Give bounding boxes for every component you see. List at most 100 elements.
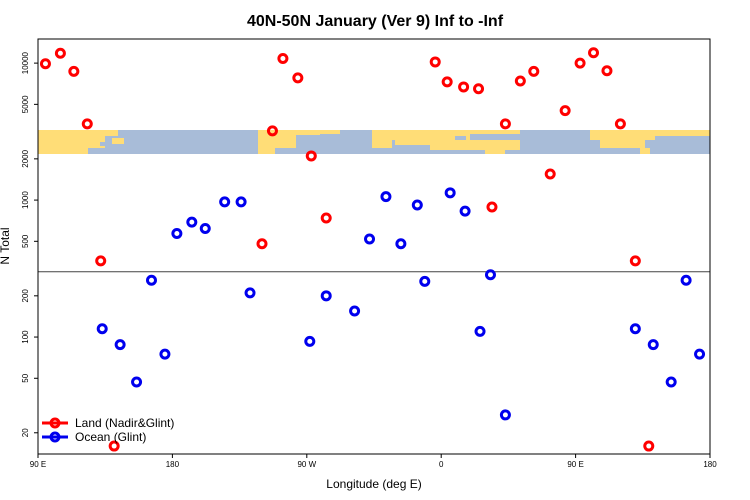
ocean-point — [96, 323, 108, 335]
ocean-point — [159, 348, 171, 360]
legend-label-land: Land (Nadir&Glint) — [75, 416, 174, 430]
map-inland-water — [455, 136, 466, 140]
land-point — [292, 72, 304, 84]
land-point — [614, 118, 626, 130]
ocean-point — [304, 335, 316, 347]
map-landmass — [372, 130, 520, 134]
x-tick-label: 90 E — [30, 460, 46, 469]
map-inland-water — [318, 140, 326, 144]
ocean-point — [235, 196, 247, 208]
land-point — [68, 65, 80, 77]
ocean-point — [364, 233, 376, 245]
ocean-point — [199, 223, 211, 235]
y-tick-label: 20 — [21, 428, 30, 437]
ocean-point — [444, 187, 456, 199]
y-axis: 20 50 100 200 500 1000 2000 5000 10000 — [21, 51, 38, 437]
land-point — [39, 58, 51, 70]
ocean-point — [474, 325, 486, 337]
x-tick-label: 180 — [703, 460, 717, 469]
map-landmass — [392, 134, 470, 140]
land-point — [256, 238, 268, 250]
map-landmass — [38, 136, 105, 148]
land-point — [499, 118, 511, 130]
land-point — [441, 76, 453, 88]
chart-title: 40N-50N January (Ver 9) Inf to -Inf — [247, 13, 504, 30]
land-point — [643, 440, 655, 452]
ocean-point — [411, 199, 423, 211]
y-tick-label: 500 — [21, 234, 30, 248]
x-tick-label: 0 — [439, 460, 444, 469]
ocean-point — [114, 339, 126, 351]
map-landmass — [485, 150, 505, 154]
land-point — [108, 440, 120, 452]
x-tick-label: 180 — [166, 460, 180, 469]
land-point — [574, 57, 586, 69]
ocean-point — [171, 228, 183, 240]
y-tick-label: 1000 — [21, 191, 30, 209]
land-point — [588, 47, 600, 59]
map-landmass — [38, 130, 118, 136]
land-point — [458, 81, 470, 93]
world-map-strip — [38, 130, 710, 154]
ocean-point — [186, 216, 198, 228]
land-point — [559, 105, 571, 117]
data-points — [39, 47, 706, 452]
land-point — [320, 212, 332, 224]
map-landmass — [640, 148, 650, 154]
ocean-point — [320, 290, 332, 302]
y-tick-label: 10000 — [21, 51, 30, 74]
map-landmass — [258, 130, 320, 135]
y-tick-label: 50 — [21, 373, 30, 382]
map-landmass — [38, 148, 88, 154]
ocean-point — [629, 323, 641, 335]
ocean-point — [499, 409, 511, 421]
legend: Land (Nadir&Glint) Ocean (Glint) — [42, 416, 174, 444]
land-point — [277, 53, 289, 65]
ocean-point — [380, 191, 392, 203]
land-point — [54, 47, 66, 59]
legend-label-ocean: Ocean (Glint) — [75, 430, 146, 444]
land-point — [305, 150, 317, 162]
ocean-point — [694, 348, 706, 360]
land-point — [95, 255, 107, 267]
ocean-point — [484, 269, 496, 281]
ocean-point — [349, 305, 361, 317]
ocean-point — [459, 205, 471, 217]
x-axis-label: Longitude (deg E) — [326, 477, 421, 491]
y-tick-label: 100 — [21, 330, 30, 344]
ocean-point — [395, 238, 407, 250]
land-point — [473, 83, 485, 95]
ocean-point — [145, 274, 157, 286]
map-landmass — [600, 140, 645, 148]
map-landmass — [430, 145, 520, 150]
plot-frame — [37, 38, 711, 455]
y-tick-label: 5000 — [21, 95, 30, 113]
land-point — [629, 255, 641, 267]
map-landmass — [258, 148, 275, 154]
land-point — [514, 75, 526, 87]
map-landmass — [320, 130, 340, 134]
x-tick-label: 90 W — [297, 460, 316, 469]
ocean-point — [219, 196, 231, 208]
ocean-point — [680, 274, 692, 286]
y-tick-label: 2000 — [21, 149, 30, 167]
map-landmass — [258, 135, 296, 148]
map-landmass — [650, 130, 710, 136]
y-axis-label: N Total — [0, 227, 12, 264]
ocean-point — [244, 287, 256, 299]
ocean-point — [647, 339, 659, 351]
x-axis: 90 E 180 90 W 0 90 E 180 — [30, 454, 717, 469]
map-landmass — [112, 138, 124, 144]
legend-marker-ocean — [49, 431, 61, 443]
map-landmass — [590, 130, 655, 140]
land-point — [544, 168, 556, 180]
land-point — [266, 125, 278, 137]
ocean-point — [665, 376, 677, 388]
land-point — [81, 118, 93, 130]
map-landmass — [395, 140, 520, 145]
map-landmass — [372, 134, 392, 148]
ocean-point — [131, 376, 143, 388]
legend-marker-land — [49, 417, 61, 429]
y-tick-label: 200 — [21, 289, 30, 303]
